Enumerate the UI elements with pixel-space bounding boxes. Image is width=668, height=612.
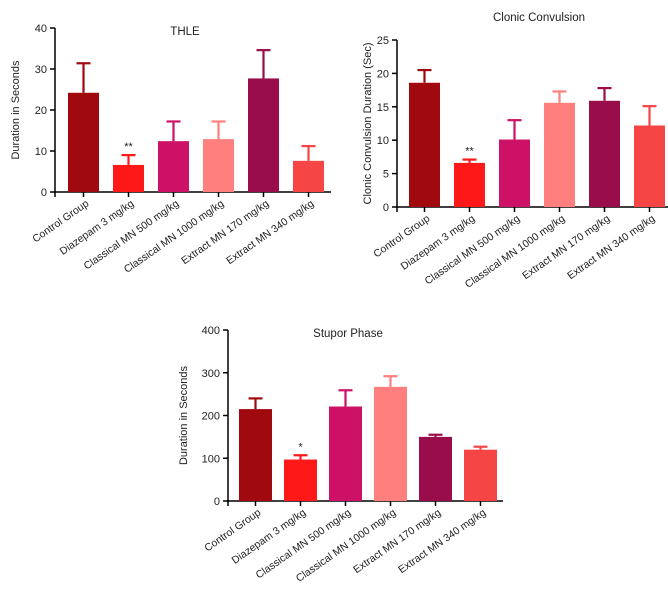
y-tick-label: 100 [202, 453, 220, 465]
x-tick-label: Diazepam 3 mg/kg [399, 213, 478, 273]
significance-marker: ** [465, 146, 474, 158]
y-axis-label: Duration in Seconds [178, 365, 190, 465]
bar [499, 139, 530, 207]
y-tick-label: 5 [383, 169, 389, 181]
y-axis-label: Duration in Seconds [10, 60, 22, 160]
y-tick-label: 10 [377, 135, 389, 147]
y-tick-label: 0 [214, 496, 220, 508]
significance-marker: * [298, 441, 303, 453]
y-tick-label: 15 [377, 102, 389, 114]
y-tick-label: 200 [202, 411, 220, 423]
y-tick-label: 20 [35, 105, 47, 117]
y-tick-label: 10 [35, 146, 47, 158]
y-tick-label: 40 [35, 23, 47, 35]
y-tick-label: 30 [35, 64, 47, 76]
y-tick-label: 400 [202, 325, 220, 337]
bar [248, 78, 279, 192]
bar [158, 141, 189, 192]
bar [203, 139, 234, 192]
significance-marker: ** [124, 141, 133, 153]
y-tick-label: 0 [41, 187, 47, 199]
bar [454, 162, 485, 207]
bar [589, 100, 620, 207]
chart-panel-thle: THLE Duration in Seconds 0 10 20 30 40 Control … [0, 0, 334, 300]
bar [239, 409, 272, 501]
chart-svg: Stupor Phase Duration in Seconds 0 100 200 30… [178, 325, 503, 585]
bar [113, 164, 144, 192]
y-tick-label: 0 [383, 202, 389, 214]
bar [374, 386, 407, 501]
y-tick-label: 300 [202, 368, 220, 380]
bar [419, 436, 452, 501]
x-tick-label: Diazepam 3 mg/kg [230, 507, 309, 567]
y-tick-label: 20 [377, 68, 389, 80]
chart-panel-stupor-phase: Stupor Phase Duration in Seconds 0 100 200 30… [160, 310, 520, 612]
chart-title: THLE [170, 26, 200, 38]
y-axis-label: Clonic Convulsion Duration (Sec) [362, 42, 374, 204]
y-tick-label: 25 [377, 35, 389, 47]
chart-title: Stupor Phase [313, 328, 383, 340]
bar [544, 102, 575, 207]
x-tick-label: Diazepam 3 mg/kg [58, 198, 137, 258]
bar [284, 459, 317, 501]
chart-title: Clonic Convulsion [493, 12, 585, 24]
bar [634, 125, 665, 207]
bar [409, 82, 440, 207]
chart-panel-clonic-convulsion: Clonic Convulsion Clonic Convulsion Durat… [334, 0, 668, 320]
bar [329, 406, 362, 501]
bar [68, 92, 99, 192]
chart-svg: Clonic Convulsion Clonic Convulsion Durat… [362, 12, 668, 291]
bar [464, 449, 497, 501]
bar [293, 160, 324, 192]
